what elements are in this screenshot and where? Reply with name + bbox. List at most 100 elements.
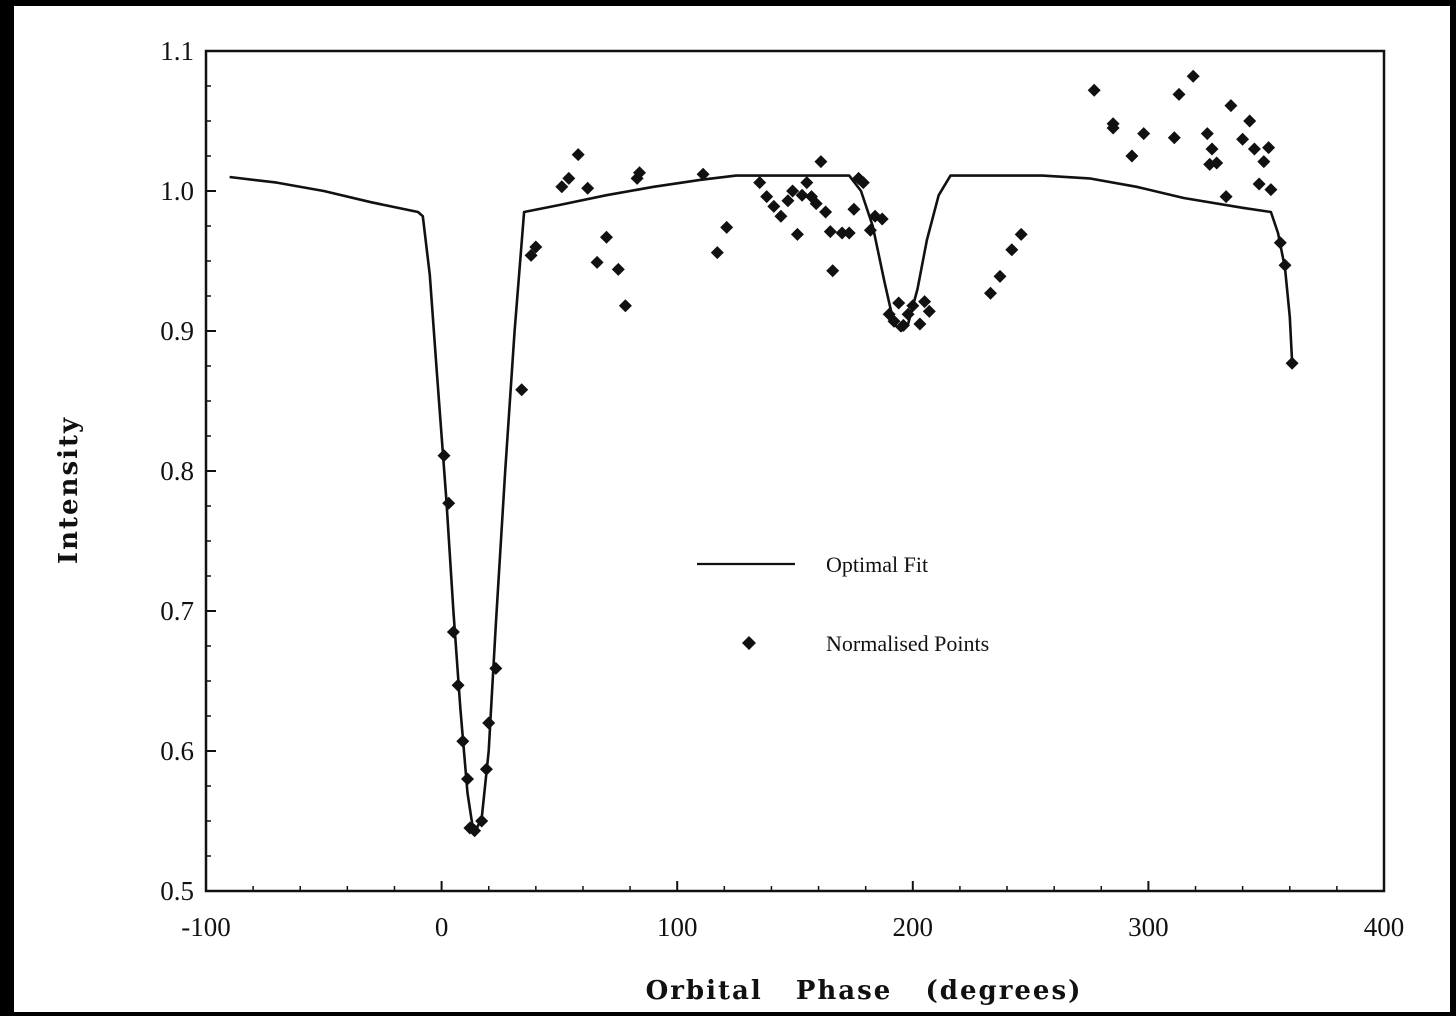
normalised-point	[1285, 356, 1299, 370]
y-axis-title: Intensity	[54, 416, 84, 564]
normalised-point	[826, 264, 840, 278]
normalised-point	[1200, 127, 1214, 141]
normalised-point	[795, 188, 809, 202]
normalised-point	[1106, 121, 1120, 135]
legend-label-optimal-fit: Optimal Fit	[826, 552, 928, 577]
normalised-point	[1247, 142, 1261, 156]
y-tick-label: 0.9	[160, 316, 194, 346]
normalised-point	[1257, 155, 1271, 169]
normalised-point	[753, 176, 767, 190]
normalised-point	[720, 220, 734, 234]
normalised-point	[760, 190, 774, 204]
y-axis-ticks: 0.5 0.6 0.7 0.8 0.9 1.0 1.1	[160, 36, 216, 906]
normalised-point	[786, 184, 800, 198]
normalised-point	[856, 176, 870, 190]
normalised-point	[875, 212, 889, 226]
normalised-point	[1262, 141, 1276, 155]
x-tick-label: 400	[1364, 912, 1405, 942]
normalised-point	[835, 226, 849, 240]
normalised-point	[1125, 149, 1139, 163]
normalised-point	[555, 180, 569, 194]
normalised-point	[1224, 99, 1238, 113]
normalised-point	[1264, 183, 1278, 197]
normalised-point	[1014, 227, 1028, 241]
intensity-vs-orbital-phase-chart: 0.50.60.70.80.91.01.1 -100 0 100 200 300 400 …	[54, 36, 1404, 1006]
normalised-point	[696, 167, 710, 181]
normalised-point	[437, 449, 451, 463]
normalised-point	[809, 197, 823, 211]
normalised-point	[984, 286, 997, 300]
normalised-point	[918, 295, 932, 309]
normalised-point	[887, 314, 901, 328]
y-tick-label: 0.8	[160, 456, 194, 486]
normalised-point	[892, 296, 906, 310]
normalised-point	[922, 304, 936, 318]
normalised-point	[442, 496, 456, 510]
normalised-point	[475, 814, 489, 828]
normalised-point	[1005, 243, 1019, 257]
normalised-point	[781, 194, 795, 208]
normalised-point	[1087, 83, 1101, 97]
x-tick-label: 0	[435, 912, 449, 942]
normalised-point	[590, 255, 604, 269]
normalised-point	[767, 199, 781, 213]
normalised-point	[1172, 87, 1186, 101]
normalised-point	[1167, 131, 1181, 145]
normalised-point	[524, 248, 538, 262]
normalised-point	[1186, 69, 1200, 83]
normalised-point	[993, 269, 1007, 283]
normalised-point	[790, 227, 804, 241]
normalised-point	[896, 318, 910, 332]
normalised-point	[842, 226, 856, 240]
y-tick-label: 0.5	[160, 876, 194, 906]
normalised-point	[823, 225, 837, 239]
plot-area-border	[204, 49, 1386, 893]
normalised-point	[482, 716, 496, 730]
normalised-point	[819, 205, 833, 219]
x-axis-ticks: -100 0 100 200 300 400	[181, 881, 1404, 942]
normalised-point	[571, 148, 585, 162]
normalised-point	[529, 240, 543, 254]
normalised-point	[1243, 114, 1257, 128]
normalised-point	[451, 678, 465, 692]
x-tick-label: 100	[657, 912, 698, 942]
normalised-point	[461, 772, 474, 786]
normalised-point	[1273, 236, 1287, 250]
normalised-point	[446, 625, 460, 639]
legend-label-normalised-points: Normalised Points	[826, 631, 989, 656]
normalised-point	[1236, 132, 1250, 146]
normalised-point	[1210, 156, 1224, 170]
x-tick-label: 300	[1128, 912, 1169, 942]
normalised-point	[906, 299, 920, 313]
normalised-point	[710, 246, 724, 260]
normalised-point	[562, 171, 576, 185]
normalised-point	[1137, 127, 1151, 141]
normalised-point	[1252, 177, 1266, 191]
normalised-point	[913, 317, 927, 331]
legend-diamond-marker	[742, 636, 756, 650]
normalised-point	[618, 299, 632, 313]
normalised-point	[800, 176, 814, 190]
normalised-point	[581, 181, 595, 195]
normalised-point	[1278, 258, 1292, 272]
normalised-point	[515, 383, 529, 397]
y-tick-label: 1.0	[160, 176, 194, 206]
optimal-fit-line	[229, 174, 1294, 830]
x-tick-label: 200	[893, 912, 934, 942]
chart-frame: 0.5 0.6 0.7 0.8 0.9 1.0 1.1 -100 0 100 200 300 400 …	[14, 6, 1450, 1012]
normalised-point	[901, 307, 915, 321]
normalised-point	[456, 734, 470, 748]
normalised-point	[1205, 142, 1219, 156]
normalised-point	[774, 209, 788, 223]
normalised-point	[1219, 190, 1233, 204]
normalised-point	[489, 661, 503, 675]
normalised-point	[611, 262, 625, 276]
normalised-point	[633, 166, 646, 180]
normalised-point	[479, 762, 493, 776]
optimal-fit-series	[229, 174, 1294, 830]
y-tick-label: 0.6	[160, 736, 194, 766]
legend: Optimal Fit Normalised Points	[697, 552, 989, 656]
normalised-point	[863, 223, 877, 237]
x-axis-title: Orbital Phase (degrees)	[646, 976, 1083, 1006]
normalised-point	[600, 230, 613, 244]
